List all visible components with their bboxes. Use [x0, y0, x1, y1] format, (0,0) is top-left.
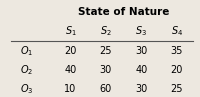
Text: 25: 25	[100, 46, 112, 56]
Text: $O_3$: $O_3$	[20, 82, 34, 96]
Text: 30: 30	[100, 65, 112, 75]
Text: $S_3$: $S_3$	[135, 25, 147, 38]
Text: 30: 30	[135, 46, 148, 56]
Text: 40: 40	[64, 65, 77, 75]
Text: $S_1$: $S_1$	[65, 25, 76, 38]
Text: 20: 20	[171, 65, 183, 75]
Text: 30: 30	[135, 84, 148, 94]
Text: 10: 10	[64, 84, 77, 94]
Text: 20: 20	[64, 46, 77, 56]
Text: 35: 35	[171, 46, 183, 56]
Text: $O_1$: $O_1$	[20, 44, 34, 58]
Text: $S_4$: $S_4$	[171, 25, 183, 38]
Text: 60: 60	[100, 84, 112, 94]
Text: $O_2$: $O_2$	[20, 63, 34, 77]
Text: 25: 25	[171, 84, 183, 94]
Text: $S_2$: $S_2$	[100, 25, 112, 38]
Text: State of Nature: State of Nature	[78, 7, 169, 17]
Text: 40: 40	[135, 65, 148, 75]
